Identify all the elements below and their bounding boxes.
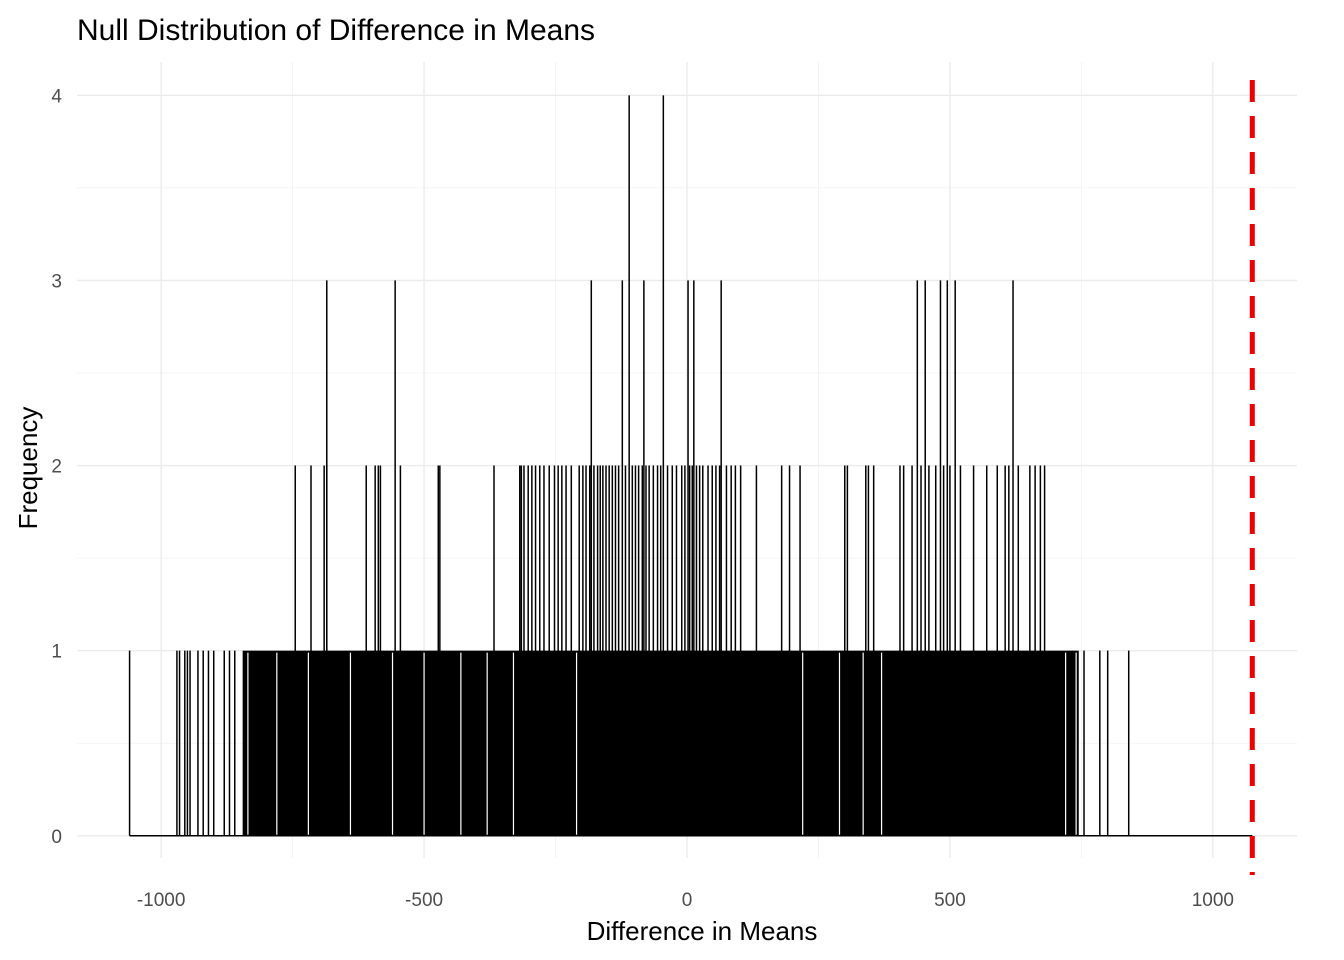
x-tick-label: 500: [934, 890, 966, 911]
histogram-bars: [128, 95, 1253, 837]
x-tick-label: -500: [405, 890, 443, 911]
y-tick-label: 2: [51, 457, 62, 478]
y-tick-label: 3: [51, 271, 62, 292]
y-tick-label: 4: [51, 86, 62, 107]
x-tick-label: -1000: [137, 890, 186, 911]
x-tick-labels: -1000 -500 0 500 1000: [137, 890, 1234, 911]
x-tick-label: 0: [682, 890, 693, 911]
y-tick-label: 1: [51, 642, 62, 663]
x-tick-label: 1000: [1192, 890, 1234, 911]
y-tick-label: 0: [51, 827, 62, 848]
y-tick-labels: 0 1 2 3 4: [51, 86, 62, 847]
y-axis-title: Frequency: [13, 407, 43, 530]
chart-title: Null Distribution of Difference in Means: [77, 14, 595, 47]
x-axis-title: Difference in Means: [587, 916, 818, 946]
